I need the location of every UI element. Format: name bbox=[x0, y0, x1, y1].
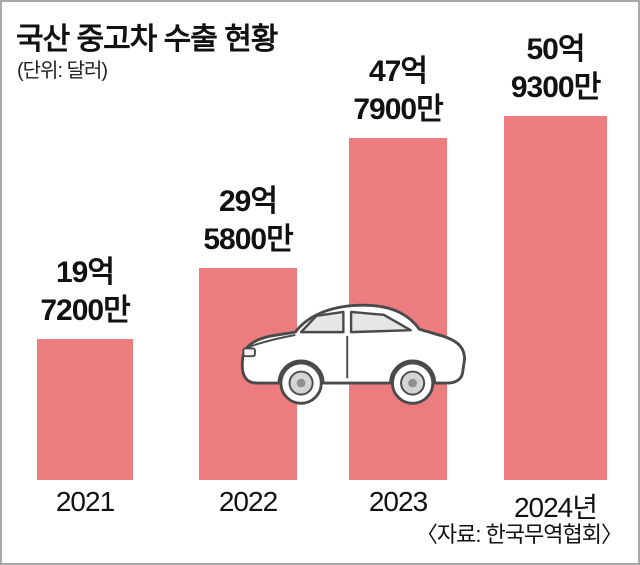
bar-group-2021: 19억 7200만 2021 bbox=[37, 254, 133, 517]
x-label-2023: 2023 bbox=[368, 486, 428, 517]
source-label: 〈자료: 한국무역협회〉 bbox=[415, 522, 623, 547]
car-icon bbox=[240, 303, 466, 405]
value-label-2024: 50억 9300만 bbox=[510, 33, 601, 104]
bar-2024 bbox=[504, 116, 607, 480]
value-label-2023: 47억 7900만 bbox=[353, 55, 443, 126]
value-label-2021: 19억 7200만 bbox=[40, 256, 130, 327]
bar-group-2024: 50억 9300만 2024년 bbox=[504, 31, 607, 523]
x-label-2022: 2022 bbox=[218, 486, 278, 517]
value-label-2022: 29억 5800만 bbox=[203, 185, 293, 256]
unit-label: (단위: 달러) bbox=[17, 60, 108, 82]
chart-title: 국산 중고차 수출 현황 bbox=[16, 23, 278, 56]
x-label-2021: 2021 bbox=[55, 486, 115, 517]
bar-2021 bbox=[37, 339, 133, 480]
x-label-2024: 2024년 bbox=[513, 492, 598, 523]
car-illustration bbox=[228, 280, 478, 450]
